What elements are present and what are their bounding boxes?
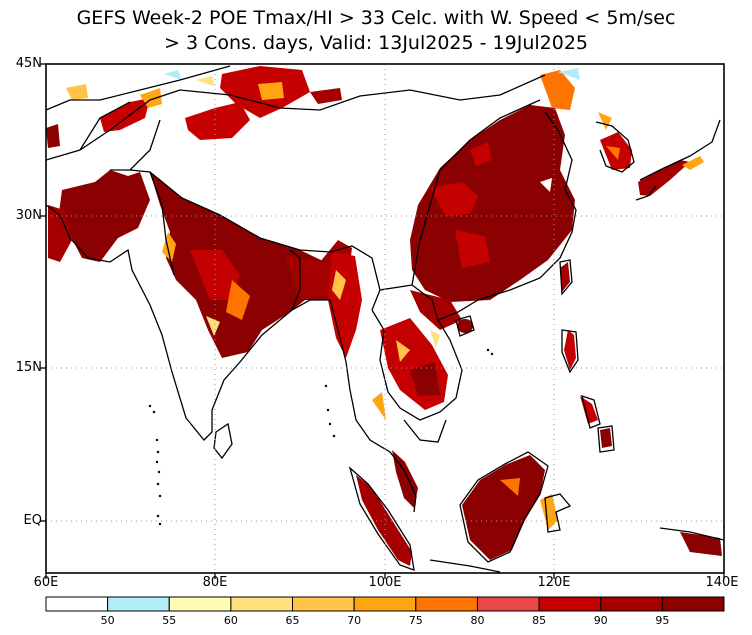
region-eastern-china <box>410 105 575 302</box>
region-borneo <box>462 455 545 560</box>
color-bar-cell <box>661 596 725 612</box>
lon-label-60e: 60E <box>33 575 59 590</box>
color-bar-cell <box>45 596 109 612</box>
lat-label-30n: 30N <box>15 208 42 223</box>
color-bar-label: 60 <box>223 614 238 627</box>
color-bar-cell <box>477 596 540 612</box>
axis-ticks <box>40 63 725 579</box>
color-bar-label: 85 <box>532 614 547 627</box>
color-bar-cell <box>353 596 417 612</box>
color-bar-label: 80 <box>470 614 485 627</box>
lon-label-100e: 100E <box>368 575 402 590</box>
lon-label-80e: 80E <box>202 575 228 590</box>
color-bar-cell <box>168 596 232 612</box>
color-bar-label: 55 <box>162 614 177 627</box>
map-title-line-1: GEFS Week-2 POE Tmax/HI > 33 Celc. with … <box>76 7 676 29</box>
lon-label-140e: 140E <box>705 575 739 590</box>
probability-shading <box>46 66 722 566</box>
lon-label-120e: 120E <box>537 575 571 590</box>
region-sumatra <box>356 475 412 566</box>
color-bar-cell <box>538 596 602 612</box>
region-india-north <box>150 172 330 358</box>
color-bar-label: 70 <box>347 614 362 627</box>
color-bar-label: 65 <box>285 614 300 627</box>
color-bar-cell <box>107 596 170 612</box>
color-bar-cell <box>230 596 293 612</box>
color-bar-label: 95 <box>655 614 670 627</box>
color-bar-cell <box>415 596 478 612</box>
color-bar-label: 50 <box>100 614 115 627</box>
coastlines-and-borders <box>46 65 724 573</box>
lat-label-eq: EQ <box>23 513 42 528</box>
map-title-line-2: > 3 Cons. days, Valid: 13Jul2025 - 19Jul… <box>164 32 588 54</box>
region-pakistan <box>58 170 150 262</box>
color-bar-label: 90 <box>593 614 608 627</box>
lat-label-45n: 45N <box>15 56 42 71</box>
color-bar-cell <box>292 596 355 612</box>
gridlines <box>46 64 724 573</box>
lat-label-15n: 15N <box>15 360 42 375</box>
color-bar-cell <box>600 596 663 612</box>
color-bar-label: 75 <box>408 614 423 627</box>
small-islands <box>148 348 494 526</box>
